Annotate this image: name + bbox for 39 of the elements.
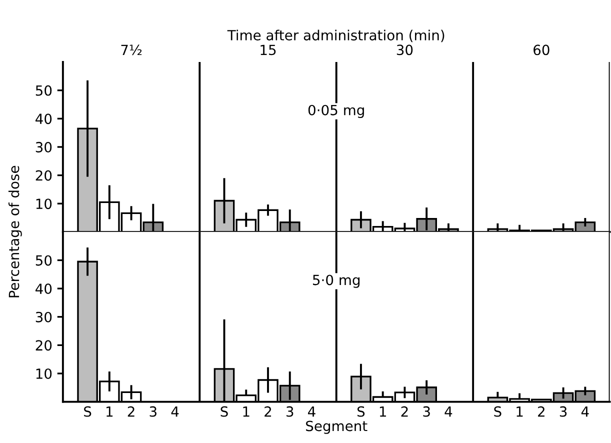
x-tick-label: 7½ xyxy=(121,44,142,56)
text: 4 xyxy=(171,406,179,417)
text: 4 xyxy=(444,406,452,417)
series-label: 4 xyxy=(581,406,589,417)
text: 2 xyxy=(538,406,544,417)
y-tick-label: 40 xyxy=(36,284,52,294)
chart-title: Time after administration (min) xyxy=(227,30,444,42)
y-axis-title: Percentage of dose xyxy=(8,166,22,298)
text: 3 xyxy=(150,406,156,417)
text: 3 xyxy=(423,406,430,417)
annotation: 5·0 mg xyxy=(313,274,360,288)
y-tick-label: 20 xyxy=(36,340,52,351)
text: 3 xyxy=(560,406,567,417)
x-axis-title: Segment xyxy=(306,420,368,434)
text: S xyxy=(357,406,365,417)
y-tick-label: 30 xyxy=(36,312,52,322)
series-label: 3 xyxy=(286,406,294,417)
y-tick-label: 20 xyxy=(36,170,52,181)
y-tick-label: 10 xyxy=(36,198,52,210)
x-tick-label: 30 xyxy=(396,44,413,56)
text: 2 xyxy=(264,406,272,417)
y-tick-label: 30 xyxy=(36,142,52,152)
series-label: 1 xyxy=(106,406,113,417)
series-label: S xyxy=(84,406,92,417)
text: 1 xyxy=(243,406,250,417)
text: S xyxy=(220,406,228,417)
y-tick-label: 40 xyxy=(36,114,52,124)
y-tick-label: 50 xyxy=(36,255,52,266)
annotation: 0·05 mg xyxy=(308,104,364,118)
text: 2 xyxy=(401,406,408,417)
y-tick-label: 50 xyxy=(36,85,52,96)
series-label: 2 xyxy=(128,406,134,417)
text: 1 xyxy=(516,406,523,417)
text: 4 xyxy=(308,406,316,417)
text: S xyxy=(494,406,502,417)
y-tick-label: 10 xyxy=(36,368,52,379)
x-tick-label: 60 xyxy=(534,44,550,56)
x-tick-label: 15 xyxy=(260,44,276,56)
text: 1 xyxy=(380,406,386,417)
